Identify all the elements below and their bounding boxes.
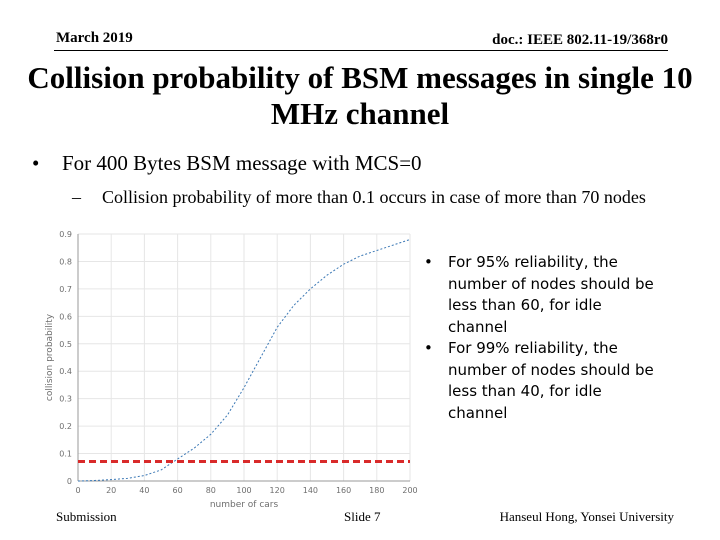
y-tick-label: 0.5 — [59, 340, 72, 349]
y-tick-label: 0 — [67, 477, 72, 486]
y-tick-label: 0.6 — [59, 312, 72, 321]
chart-grid — [77, 233, 411, 482]
y-axis-label: collision probability — [45, 313, 55, 401]
y-tick-label: 0.2 — [59, 422, 72, 431]
note-bullet-icon: • — [424, 339, 433, 357]
note-text: For 99% reliability, the number of nodes… — [448, 339, 654, 422]
header-date: March 2019 — [56, 30, 133, 46]
x-tick-label: 100 — [236, 486, 251, 495]
x-tick-label: 200 — [402, 486, 417, 495]
x-tick-label: 180 — [369, 486, 384, 495]
x-tick-label: 20 — [106, 486, 116, 495]
x-tick-label: 120 — [270, 486, 285, 495]
footer-submission: Submission — [56, 509, 117, 524]
bullet-sub: – Collision probability of more than 0.1… — [72, 186, 672, 208]
bullet-main: • For 400 Bytes BSM message with MCS=0 — [32, 150, 422, 176]
x-tick-label: 80 — [206, 486, 216, 495]
notes-list: • For 95% reliability, the number of node… — [424, 252, 664, 424]
note-item: • For 95% reliability, the number of node… — [424, 252, 664, 338]
bullet-sub-text: Collision probability of more than 0.1 o… — [102, 187, 646, 207]
dash-icon: – — [72, 187, 81, 207]
note-bullet-icon: • — [424, 253, 433, 271]
header-doc-id: doc.: IEEE 802.11-19/368r0 — [492, 32, 668, 48]
x-tick-label: 60 — [173, 486, 183, 495]
y-tick-label: 0.3 — [59, 395, 72, 404]
x-axis-label: number of cars — [210, 500, 279, 510]
footer-author: Hanseul Hong, Yonsei University — [499, 509, 674, 524]
footer-slide-number: Slide 7 — [344, 509, 381, 524]
header-divider — [54, 50, 668, 51]
bullet-main-text: For 400 Bytes BSM message with MCS=0 — [62, 151, 422, 175]
y-tick-label: 0.8 — [59, 257, 72, 266]
x-tick-label: 160 — [336, 486, 351, 495]
x-tick-label: 140 — [303, 486, 318, 495]
y-tick-label: 0.9 — [59, 230, 72, 239]
collision-probability-chart: 0 20 40 60 80 100 120 140 160 180 200 0 0.1 0.2 0.3 0.4… — [45, 230, 418, 510]
y-tick-label: 0.4 — [59, 367, 72, 376]
chart-ticks: 0 20 40 60 80 100 120 140 160 180 200 0 0.1 0.2 0.3 0.4… — [59, 230, 417, 495]
note-text: For 95% reliability, the number of nodes… — [448, 253, 654, 336]
slide-title: Collision probability of BSM messages in… — [27, 60, 693, 131]
chart-axes — [77, 234, 410, 482]
bullet-dot-icon: • — [32, 151, 40, 175]
y-tick-label: 0.1 — [59, 450, 72, 459]
x-tick-label: 0 — [75, 486, 80, 495]
x-tick-label: 40 — [139, 486, 149, 495]
y-tick-label: 0.7 — [59, 285, 72, 294]
series-line — [77, 239, 411, 482]
note-item: • For 99% reliability, the number of node… — [424, 338, 664, 424]
